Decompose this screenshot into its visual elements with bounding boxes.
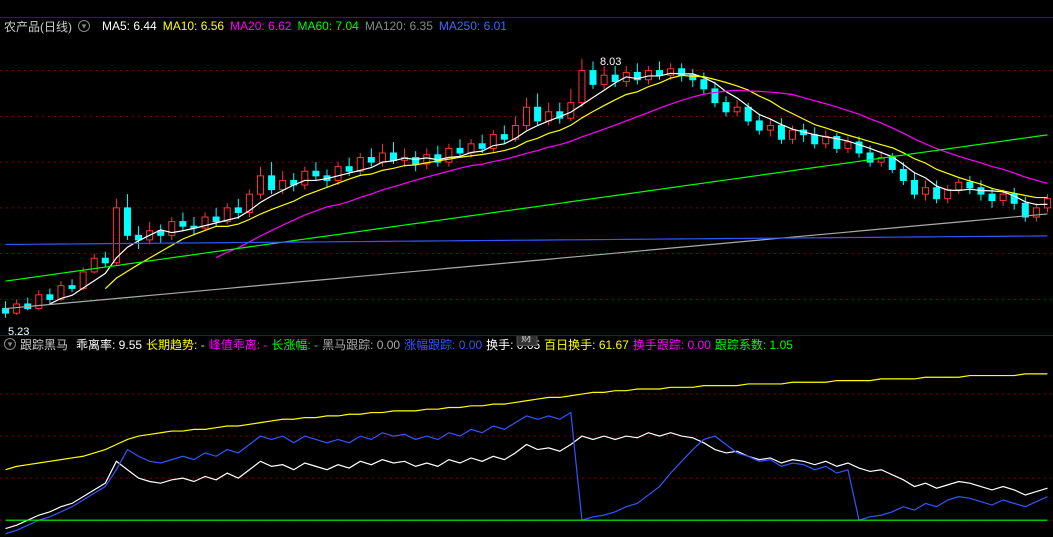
indicator-value: 百日换手: 61.67 <box>544 338 629 352</box>
collapse-icon[interactable]: ▾ <box>78 20 90 32</box>
indicator-value: 峰值乖离: - <box>209 338 268 352</box>
stock-chart-container: 农产品(日线) ▾ MA5: 6.44MA10: 6.56MA20: 6.62M… <box>0 0 1053 537</box>
indicator-value: 黑马跟踪: 0.00 <box>322 338 400 352</box>
ma-values-holder: MA5: 6.44 MA10: 6.56 MA20: 6.62 MA60: 7.04 M… <box>96 19 507 33</box>
indicator-value: 换手跟踪: 0.00 <box>633 338 711 352</box>
chart-title: 农产品(日线) <box>4 18 72 35</box>
ma-value: MA10: 6.56 <box>163 19 224 33</box>
ma-value: MA5: 6.44 <box>102 19 157 33</box>
indicator-value: 长期趋势: - <box>146 338 205 352</box>
indicator-values-holder: 乖离率: 9.55 长期趋势: - 峰值乖离: -长涨幅: - 黑马跟踪: 0.00 涨… <box>72 336 793 352</box>
indicator-info-bar: 财 ▾ 跟踪黑马 乖离率: 9.55 长期趋势: - 峰值乖离: -长涨幅: - 黑马… <box>0 336 1053 352</box>
indicator-title: 跟踪黑马 <box>20 336 68 352</box>
ma-value: MA250: 6.01 <box>439 19 507 33</box>
center-tag: 财 <box>516 336 537 346</box>
indicator-value: 长涨幅: - <box>271 338 318 352</box>
indicator-value: 涨幅跟踪: 0.00 <box>404 338 482 352</box>
main-candlestick-chart[interactable]: 8.03 5.23 <box>0 34 1053 336</box>
indicator-value: 乖离率: 9.55 <box>76 338 142 352</box>
ma-info-bar: 农产品(日线) ▾ MA5: 6.44MA10: 6.56MA20: 6.62M… <box>0 18 1053 34</box>
top-toolbar <box>0 0 1053 18</box>
ma-value: MA20: 6.62 <box>230 19 291 33</box>
sub-indicator-chart[interactable] <box>0 352 1053 537</box>
ma-value: MA120: 6.35 <box>365 19 433 33</box>
ma-value: MA60: 7.04 <box>297 19 358 33</box>
collapse-icon[interactable]: ▾ <box>4 338 16 350</box>
indicator-value: 跟踪系数: 1.05 <box>715 338 793 352</box>
